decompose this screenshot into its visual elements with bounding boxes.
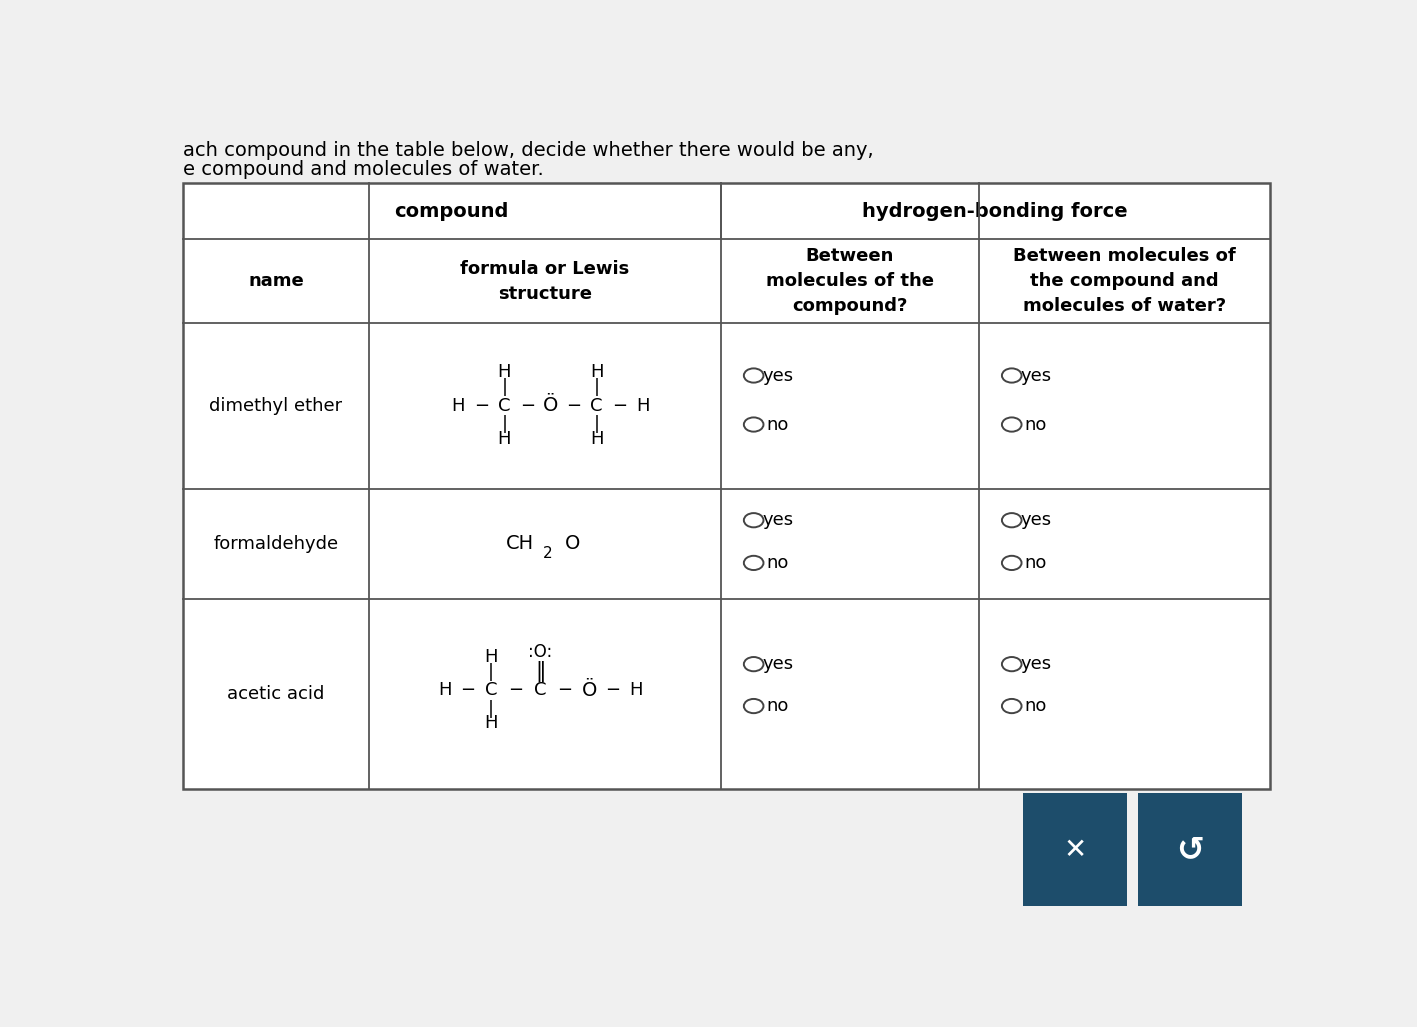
- Text: formula or Lewis
structure: formula or Lewis structure: [461, 260, 629, 303]
- Text: yes: yes: [762, 367, 794, 384]
- Text: acetic acid: acetic acid: [227, 685, 324, 703]
- Text: H: H: [589, 364, 604, 381]
- Text: compound: compound: [394, 201, 509, 221]
- Text: Ö: Ö: [582, 681, 597, 699]
- Text: −: −: [612, 396, 628, 415]
- Text: −: −: [473, 396, 489, 415]
- Text: |: |: [594, 415, 599, 432]
- Text: formaldehyde: formaldehyde: [214, 535, 339, 553]
- FancyBboxPatch shape: [1138, 793, 1243, 906]
- Text: |: |: [502, 378, 507, 396]
- Text: O: O: [565, 534, 580, 554]
- Text: ↺: ↺: [1176, 833, 1204, 866]
- Text: −: −: [605, 681, 621, 699]
- Text: ‖: ‖: [536, 660, 546, 682]
- Text: yes: yes: [762, 511, 794, 529]
- Text: |: |: [487, 699, 495, 718]
- Text: no: no: [1024, 697, 1047, 715]
- Text: C: C: [485, 681, 497, 699]
- Text: H: H: [497, 429, 512, 448]
- Text: yes: yes: [1020, 655, 1051, 673]
- Text: H: H: [485, 648, 497, 667]
- Text: yes: yes: [762, 655, 794, 673]
- Text: H: H: [636, 396, 649, 415]
- Text: no: no: [1024, 416, 1047, 433]
- Text: Between molecules of
the compound and
molecules of water?: Between molecules of the compound and mo…: [1013, 248, 1236, 315]
- Text: |: |: [502, 415, 507, 432]
- Text: H: H: [497, 364, 512, 381]
- Text: H: H: [629, 681, 642, 699]
- Text: H: H: [438, 681, 452, 699]
- Text: H: H: [589, 429, 604, 448]
- Text: Ö: Ö: [543, 396, 558, 415]
- Text: yes: yes: [1020, 367, 1051, 384]
- Text: ✕: ✕: [1063, 836, 1087, 864]
- Text: no: no: [1024, 554, 1047, 572]
- Text: H: H: [485, 715, 497, 732]
- Text: H: H: [452, 396, 465, 415]
- Text: −: −: [461, 681, 476, 699]
- Text: 2: 2: [543, 546, 553, 561]
- Text: −: −: [565, 396, 581, 415]
- FancyBboxPatch shape: [183, 183, 1270, 789]
- Text: |: |: [594, 378, 599, 396]
- Text: yes: yes: [1020, 511, 1051, 529]
- Text: −: −: [509, 681, 523, 699]
- Text: e compound and molecules of water.: e compound and molecules of water.: [183, 160, 543, 180]
- Text: CH: CH: [506, 534, 534, 554]
- Text: −: −: [557, 681, 572, 699]
- Text: no: no: [767, 416, 789, 433]
- FancyBboxPatch shape: [1023, 793, 1127, 906]
- Text: C: C: [534, 681, 547, 699]
- Text: no: no: [767, 554, 789, 572]
- Text: C: C: [499, 396, 510, 415]
- Text: no: no: [767, 697, 789, 715]
- Text: dimethyl ether: dimethyl ether: [210, 396, 343, 415]
- Text: Between
molecules of the
compound?: Between molecules of the compound?: [765, 248, 934, 315]
- Text: :O:: :O:: [529, 643, 553, 661]
- Text: hydrogen-bonding force: hydrogen-bonding force: [863, 201, 1128, 221]
- Text: −: −: [520, 396, 536, 415]
- Text: name: name: [248, 272, 303, 290]
- Text: ach compound in the table below, decide whether there would be any,: ach compound in the table below, decide …: [183, 141, 873, 159]
- Text: |: |: [487, 663, 495, 681]
- Text: C: C: [591, 396, 602, 415]
